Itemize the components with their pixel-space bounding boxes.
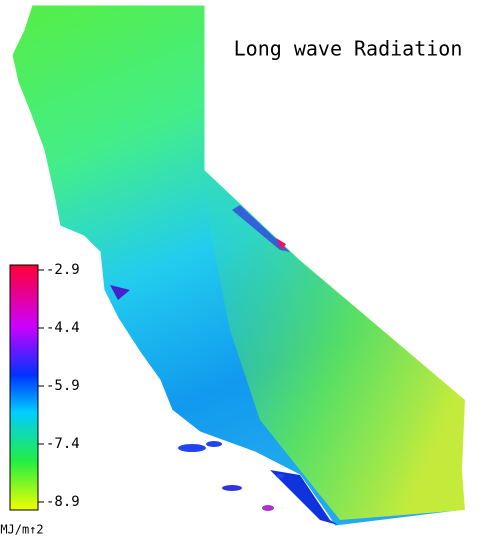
colorbar-tick-label: -8.9 (46, 494, 80, 510)
state-shape (11, 4, 466, 527)
map-title: Long wave Radiation (234, 37, 463, 61)
colorbar-tick-label: -2.9 (46, 262, 80, 278)
colorbar (9, 264, 39, 511)
colorbar-unit: MJ/m↑2 (0, 523, 43, 537)
colorbar-tick-label: -5.9 (46, 378, 80, 394)
colorbar-tick-label: -7.4 (46, 436, 80, 452)
colorbar-tick-label: -4.4 (46, 320, 80, 336)
